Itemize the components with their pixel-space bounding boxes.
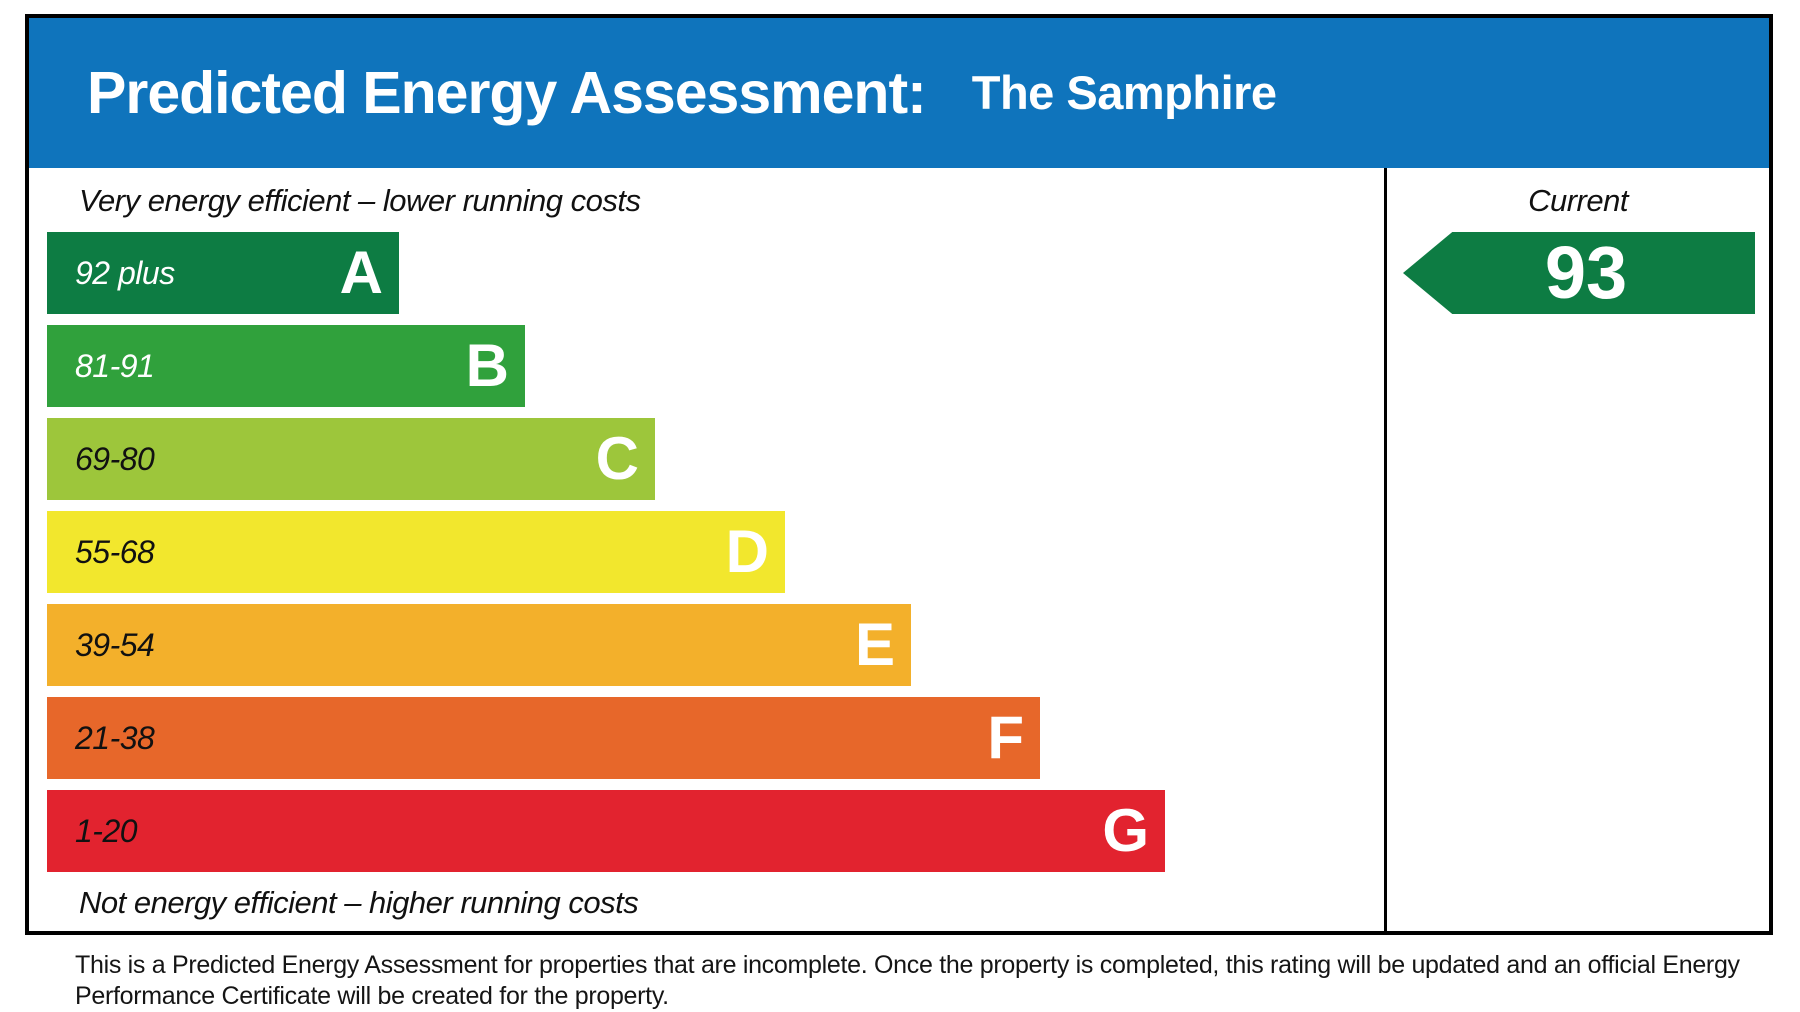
band-range: 1-20 xyxy=(75,812,138,849)
band-letter: E xyxy=(854,611,895,678)
current-rating-panel: Current 93 xyxy=(1384,168,1769,931)
band-row-e: 39-54 E xyxy=(47,604,911,686)
current-label: Current xyxy=(1528,183,1628,218)
footer-note: This is a Predicted Energy Assessment fo… xyxy=(75,951,1740,1010)
header: Predicted Energy Assessment: The Samphir… xyxy=(29,18,1769,168)
band-letter: D xyxy=(725,518,769,585)
band-letter: A xyxy=(339,239,383,306)
band-letter: C xyxy=(595,425,639,492)
property-name: The Samphire xyxy=(971,66,1277,119)
band-range: 92 plus xyxy=(75,254,175,291)
band-letter: F xyxy=(987,704,1024,771)
band-row-a: 92 plus A xyxy=(47,232,399,314)
band-letter: G xyxy=(1102,797,1149,864)
band-row-c: 69-80 C xyxy=(47,418,655,500)
band-row-f: 21-38 F xyxy=(47,697,1040,779)
page-title: Predicted Energy Assessment: xyxy=(87,60,927,126)
bands-column: Very energy efficient – lower running co… xyxy=(29,168,1384,931)
chart-body: Very energy efficient – lower running co… xyxy=(29,168,1769,931)
current-rating-value: 93 xyxy=(1544,231,1628,314)
band-range: 81-91 xyxy=(75,347,155,384)
band-range: 39-54 xyxy=(75,626,155,663)
top-efficiency-label: Very energy efficient – lower running co… xyxy=(79,183,641,218)
band-range: 55-68 xyxy=(75,533,155,570)
band-range: 69-80 xyxy=(75,440,155,477)
band-range: 21-38 xyxy=(75,719,155,756)
band-row-d: 55-68 D xyxy=(47,511,785,593)
band-row-g: 1-20 G xyxy=(47,790,1165,872)
band-letter: B xyxy=(465,332,509,399)
epc-panel: Predicted Energy Assessment: The Samphir… xyxy=(25,14,1773,935)
band-row-b: 81-91 B xyxy=(47,325,525,407)
bottom-efficiency-label: Not energy efficient – higher running co… xyxy=(79,885,639,920)
current-rating-arrow: 93 xyxy=(1403,232,1755,314)
